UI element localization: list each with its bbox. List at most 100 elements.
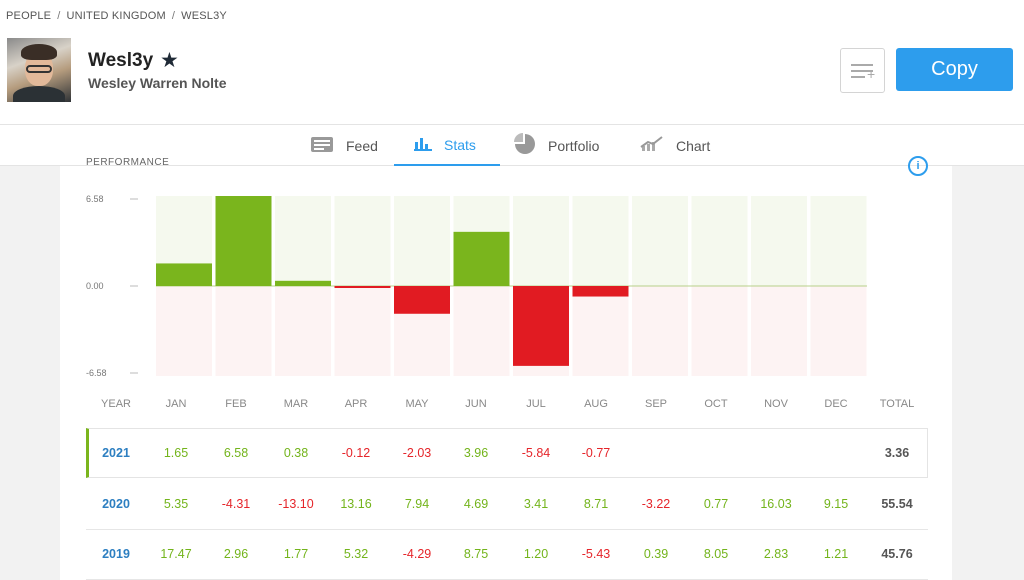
column-header: OCT <box>691 398 741 410</box>
chart-bg-negative <box>692 286 748 376</box>
info-icon[interactable]: i <box>908 156 928 176</box>
month-cell: 3.41 <box>511 497 561 511</box>
tab-stats[interactable]: Stats <box>394 125 500 166</box>
breadcrumb-people[interactable]: PEOPLE <box>6 10 51 22</box>
bar-may <box>394 286 450 314</box>
month-cell: 3.96 <box>451 446 501 460</box>
breadcrumb-separator: / <box>57 10 60 22</box>
portfolio-icon <box>514 133 536 158</box>
chart-bg-negative <box>275 286 331 376</box>
chart-bg-negative <box>573 286 629 376</box>
tab-label: Feed <box>346 138 378 154</box>
chart-icon <box>640 136 664 155</box>
column-header: MAY <box>392 398 442 410</box>
bar-jun <box>454 232 510 286</box>
month-cell: 8.75 <box>451 547 501 561</box>
chart-bg-negative <box>156 286 212 376</box>
month-cell: 0.38 <box>271 446 321 460</box>
month-cell: -3.22 <box>631 497 681 511</box>
month-cell: 2.96 <box>211 547 261 561</box>
tab-chart[interactable]: Chart <box>640 125 710 166</box>
star-icon[interactable]: ★ <box>160 48 179 73</box>
column-header: NOV <box>751 398 801 410</box>
month-cell: 9.15 <box>811 497 861 511</box>
year-cell: 2020 <box>91 497 141 511</box>
tab-label: Stats <box>444 137 476 153</box>
chart-bg-positive <box>751 196 807 286</box>
chart-bg-negative <box>454 286 510 376</box>
profile-header: PEOPLE / UNITED KINGDOM / WESL3Y Wesl3y ★ We… <box>0 0 1024 124</box>
bar-jul <box>513 286 569 366</box>
stats-icon <box>414 135 432 154</box>
chart-bg-negative <box>216 286 272 376</box>
month-cell: 5.32 <box>331 547 381 561</box>
total-cell: 45.76 <box>872 547 922 561</box>
column-header: DEC <box>811 398 861 410</box>
bar-mar <box>275 281 331 286</box>
tab-label: Chart <box>676 138 710 154</box>
month-cell: 7.94 <box>392 497 442 511</box>
month-cell: -5.43 <box>571 547 621 561</box>
bar-apr <box>335 286 391 288</box>
feed-icon <box>310 135 334 156</box>
month-cell: 1.21 <box>811 547 861 561</box>
chart-bg-negative <box>335 286 391 376</box>
chart-bg-positive <box>513 196 569 286</box>
tab-feed[interactable]: Feed <box>310 125 378 166</box>
copy-button[interactable]: Copy <box>896 48 1013 91</box>
month-cell: 1.65 <box>151 446 201 460</box>
month-cell: 0.77 <box>691 497 741 511</box>
month-cell: 6.58 <box>211 446 261 460</box>
username: Wesl3y <box>88 50 153 72</box>
chart-bg-positive <box>394 196 450 286</box>
column-header: FEB <box>211 398 261 410</box>
chart-bg-negative <box>751 286 807 376</box>
chart-bg-positive <box>811 196 867 286</box>
table-row[interactable]: 2021 1.65 6.58 0.38 -0.12 -2.03 3.96 -5.84 -0.77… <box>86 428 928 478</box>
month-cell: 4.69 <box>451 497 501 511</box>
column-header: JUL <box>511 398 561 410</box>
month-cell: 8.71 <box>571 497 621 511</box>
y-tick-label: -6.58 <box>86 368 107 378</box>
month-cell: 8.05 <box>691 547 741 561</box>
month-cell: -2.03 <box>392 446 442 460</box>
chart-bg-positive <box>573 196 629 286</box>
month-cell: -0.77 <box>571 446 621 460</box>
column-header: MAR <box>271 398 321 410</box>
month-cell: -4.31 <box>211 497 261 511</box>
month-cell: 0.39 <box>631 547 681 561</box>
tab-portfolio[interactable]: Portfolio <box>514 125 599 166</box>
add-to-watchlist-button[interactable]: + <box>840 48 885 93</box>
month-cell: 16.03 <box>751 497 801 511</box>
tab-label: Portfolio <box>548 138 599 154</box>
column-header: YEAR <box>91 398 141 410</box>
year-cell: 2019 <box>91 547 141 561</box>
breadcrumb-separator: / <box>172 10 175 22</box>
total-cell: 3.36 <box>872 446 922 460</box>
breadcrumb-user: WESL3Y <box>181 10 227 22</box>
chart-bg-positive <box>335 196 391 286</box>
month-cell: 2.83 <box>751 547 801 561</box>
column-header: SEP <box>631 398 681 410</box>
breadcrumb: PEOPLE / UNITED KINGDOM / WESL3Y <box>6 10 227 22</box>
breadcrumb-country[interactable]: UNITED KINGDOM <box>67 10 166 22</box>
column-header: JAN <box>151 398 201 410</box>
chart-bg-positive <box>275 196 331 286</box>
chart-bg-negative <box>632 286 688 376</box>
column-header: APR <box>331 398 381 410</box>
month-cell: 5.35 <box>151 497 201 511</box>
table-row[interactable]: 2020 5.35 -4.31 -13.10 13.16 7.94 4.69 3.41 8.71… <box>86 480 928 530</box>
month-cell: -13.10 <box>271 497 321 511</box>
month-cell: 13.16 <box>331 497 381 511</box>
year-cell: 2021 <box>91 446 141 460</box>
table-row[interactable]: 2019 17.47 2.96 1.77 5.32 -4.29 8.75 1.20 -5.43 0… <box>86 530 928 580</box>
bar-aug <box>573 286 629 297</box>
month-cell: -0.12 <box>331 446 381 460</box>
column-header: AUG <box>571 398 621 410</box>
y-tick-label: 6.58 <box>86 194 104 204</box>
performance-chart: 6.58 0.00 -6.58 <box>80 190 880 380</box>
chart-bg-positive <box>692 196 748 286</box>
y-tick-label: 0.00 <box>86 281 104 291</box>
bar-feb <box>216 196 272 286</box>
avatar <box>7 38 71 102</box>
